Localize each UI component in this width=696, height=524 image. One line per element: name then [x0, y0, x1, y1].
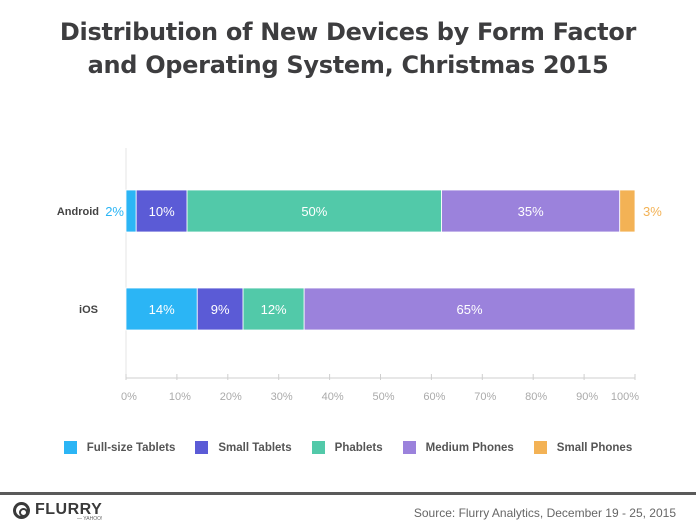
data-label: 3% — [643, 204, 662, 219]
data-label: 9% — [211, 302, 230, 317]
flurry-logo: FLURRY — [13, 501, 102, 519]
data-label: 14% — [149, 302, 175, 317]
data-label: 65% — [457, 302, 483, 317]
x-tick-label: 60% — [423, 391, 445, 403]
x-tick-label: 20% — [220, 391, 242, 403]
bar-segment-medium-phones — [441, 189, 621, 233]
bar-segment-phablets — [186, 189, 442, 233]
legend-swatch — [402, 441, 416, 454]
x-tick-label: 0% — [121, 391, 137, 403]
chart-title: Distribution of New Devices by Form Fact… — [0, 16, 696, 82]
x-tick-label: 70% — [474, 391, 496, 403]
legend-item-full-size-tablets: Full-size Tablets — [63, 441, 176, 454]
legend-item-medium-phones: Medium Phones — [402, 441, 514, 454]
x-tick-label: 30% — [271, 391, 293, 403]
x-tick-label: 10% — [169, 391, 191, 403]
legend-swatch — [311, 441, 325, 454]
bar-segment-full-size-tablets — [125, 189, 137, 233]
flurry-logo-icon — [13, 501, 30, 519]
legend-item-small-tablets: Small Tablets — [195, 441, 292, 454]
chart-legend: Full-size Tablets Small Tablets Phablets Me… — [0, 441, 696, 454]
bar-segment-medium-phones — [303, 287, 636, 331]
legend-label: Full-size Tablets — [86, 441, 176, 454]
legend-label: Medium Phones — [425, 441, 514, 454]
data-label: 10% — [149, 204, 175, 219]
data-label: 2% — [105, 204, 124, 219]
legend-swatch — [63, 441, 77, 454]
bar-segment-small-tablets — [196, 287, 244, 331]
legend-label: Small Phones — [556, 441, 633, 454]
data-label: 12% — [261, 302, 287, 317]
bar-segment-phablets — [242, 287, 305, 331]
source-note: Source: Flurry Analytics, December 19 - … — [413, 506, 676, 520]
bar-segment-small-tablets — [135, 189, 188, 233]
category-label-android: Android — [57, 206, 99, 218]
bar-segment-full-size-tablets — [125, 287, 198, 331]
logo-subtext: — YAHOO! — [77, 516, 103, 522]
data-label: 50% — [301, 204, 327, 219]
legend-swatch — [195, 441, 209, 454]
legend-label: Small Tablets — [218, 441, 292, 454]
legend-item-small-phones: Small Phones — [533, 441, 633, 454]
stacked-bar-chart: 0% 10% 20% 30% 40% 50% 60% 70% 80% 90% 100% Android… — [57, 148, 662, 403]
x-tick-label: 100% — [611, 391, 639, 403]
x-tick-label: 90% — [576, 391, 598, 403]
data-label: 35% — [518, 204, 544, 219]
chart-title-line-1: Distribution of New Devices by Form Fact… — [59, 18, 637, 46]
legend-swatch — [533, 441, 547, 454]
x-tick-label: 40% — [322, 391, 344, 403]
x-tick-label: 80% — [525, 391, 547, 403]
flurry-logo-text: FLURRY — [35, 501, 103, 518]
legend-item-phablets: Phablets — [311, 441, 383, 454]
footer-divider — [0, 492, 696, 495]
category-label-ios: iOS — [79, 304, 98, 316]
bar-segment-small-phones — [619, 189, 636, 233]
chart-title-line-2: and Operating System, Christmas 2015 — [87, 51, 609, 79]
legend-label: Phablets — [334, 441, 383, 454]
x-tick-label: 50% — [372, 391, 394, 403]
